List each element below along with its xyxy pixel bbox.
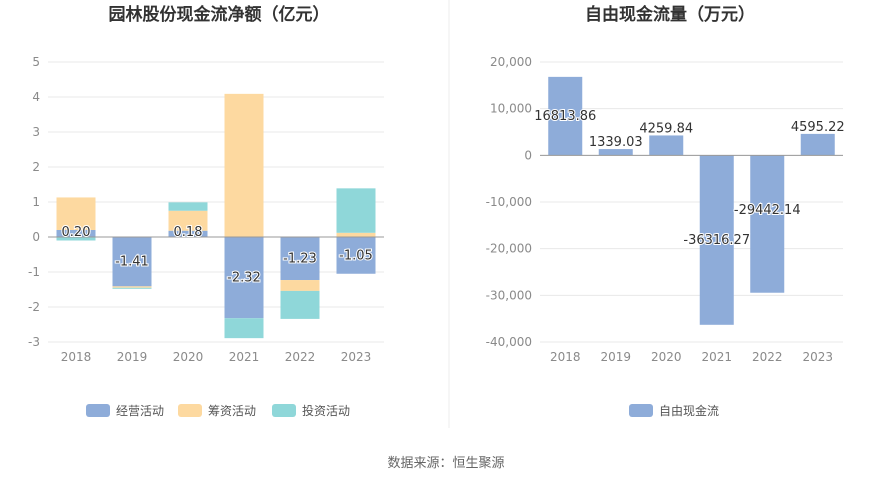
left-y-tick-label: -2 — [28, 300, 40, 314]
bar-investing-2023 — [336, 188, 376, 233]
fcf-data-label: -36316.27 — [683, 233, 750, 248]
right-y-tick-label: 20,000 — [490, 55, 532, 69]
bar-investing-2018 — [56, 237, 96, 241]
legend-label-financing[interactable]: 筹资活动 — [208, 404, 256, 418]
bar-fcf-2021 — [699, 155, 734, 325]
left-x-tick-label: 2018 — [61, 350, 92, 364]
bar-financing-2021 — [224, 93, 264, 237]
right-chart-free-cash-flow: 自由现金流量（万元） 20,000 10,000 0 -10,000 -20,000 -3… — [486, 4, 846, 418]
bar-operating-2019 — [112, 237, 152, 287]
left-y-tick-label: -1 — [28, 265, 40, 279]
bar-investing-2019 — [112, 287, 152, 289]
bar-operating-2021 — [224, 237, 264, 319]
bar-operating-2023 — [336, 237, 376, 274]
left-y-tick-label: -3 — [28, 335, 40, 349]
bar-investing-2020 — [168, 202, 208, 211]
left-y-tick-label: 2 — [32, 160, 40, 174]
right-y-tick-label: -30,000 — [486, 288, 532, 302]
left-y-tick-label: 0 — [32, 230, 40, 244]
bar-fcf-2018 — [548, 76, 583, 156]
operating-data-label: -1.41 — [115, 255, 149, 270]
bar-financing-2019 — [112, 286, 152, 288]
legend-label-investing[interactable]: 投资活动 — [302, 403, 350, 418]
legend-swatch-financing[interactable] — [178, 404, 202, 417]
bar-fcf-2023 — [800, 133, 835, 156]
right-x-tick-label: 2020 — [651, 350, 682, 364]
left-chart-title: 园林股份现金流净额（亿元） — [109, 4, 330, 25]
bar-investing-2021 — [224, 318, 264, 339]
operating-data-label: 0.20 — [62, 225, 91, 240]
right-x-tick-label: 2022 — [752, 350, 783, 364]
legend-swatch-fcf[interactable] — [629, 404, 653, 417]
left-x-tick-label: 2022 — [285, 350, 316, 364]
operating-data-label: 0.18 — [174, 225, 203, 240]
right-y-tick-label: -40,000 — [486, 335, 532, 349]
bar-operating-2020 — [168, 230, 208, 237]
left-y-tick-label: 3 — [32, 125, 40, 139]
legend-label-fcf[interactable]: 自由现金流 — [659, 403, 719, 418]
fcf-data-label: -29442.14 — [734, 203, 801, 218]
left-y-tick-label: 4 — [32, 90, 40, 104]
operating-data-label: -1.23 — [283, 252, 317, 267]
left-x-tick-label: 2019 — [117, 350, 148, 364]
left-x-tick-label: 2023 — [341, 350, 372, 364]
right-x-tick-label: 2021 — [701, 350, 732, 364]
bar-operating-2022 — [280, 237, 320, 281]
bar-financing-2023 — [336, 232, 376, 237]
bar-operating-2018 — [56, 230, 96, 237]
fcf-data-label: 1339.03 — [589, 135, 643, 150]
left-x-tick-label: 2021 — [229, 350, 260, 364]
bar-financing-2020 — [168, 210, 208, 231]
operating-data-label: -2.32 — [227, 271, 261, 286]
bar-financing-2022 — [280, 280, 320, 291]
left-y-tick-label: 5 — [32, 55, 40, 69]
right-y-tick-label: -10,000 — [486, 195, 532, 209]
right-x-tick-label: 2023 — [802, 350, 833, 364]
right-y-tick-label: 0 — [524, 148, 532, 162]
operating-data-label: -1.05 — [339, 248, 373, 263]
fcf-data-label: 4595.22 — [791, 120, 845, 135]
legend-label-operating[interactable]: 经营活动 — [116, 404, 164, 418]
bar-financing-2018 — [56, 197, 96, 230]
right-x-tick-label: 2019 — [600, 350, 631, 364]
right-chart-title: 自由现金流量（万元） — [585, 4, 755, 25]
bar-fcf-2020 — [649, 135, 684, 156]
bar-investing-2022 — [280, 290, 320, 319]
bar-fcf-2022 — [750, 155, 785, 293]
left-y-tick-label: 1 — [32, 195, 40, 209]
left-x-tick-label: 2020 — [173, 350, 204, 364]
legend-swatch-operating[interactable] — [86, 404, 110, 417]
legend-swatch-investing[interactable] — [272, 404, 296, 417]
right-y-tick-label: -20,000 — [486, 242, 532, 256]
fcf-data-label: 4259.84 — [639, 121, 693, 136]
right-y-tick-label: 10,000 — [490, 102, 532, 116]
fcf-data-label: 16813.86 — [534, 109, 596, 124]
data-source-note: 数据来源：恒生聚源 — [387, 456, 504, 471]
bar-fcf-2019 — [598, 149, 633, 156]
right-x-tick-label: 2018 — [550, 350, 581, 364]
left-chart-cashflow-net: 园林股份现金流净额（亿元） 5 4 3 2 1 0 -1 -2 -3 2018 2019 2020 20… — [28, 4, 384, 418]
